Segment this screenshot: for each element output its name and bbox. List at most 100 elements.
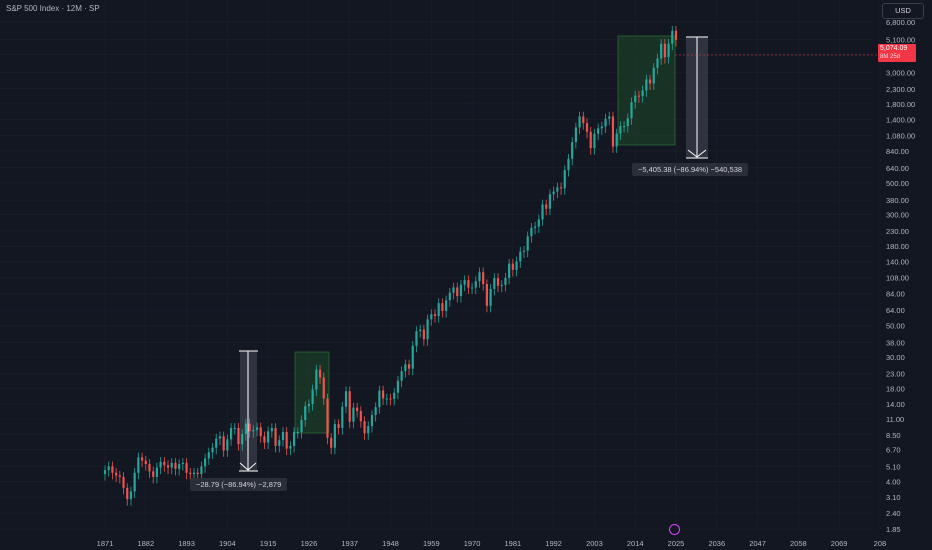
candle-body — [504, 277, 507, 285]
candle-body — [419, 329, 422, 332]
y-tick-label: 180.00 — [886, 242, 909, 251]
candle-body — [393, 392, 396, 399]
candle-body — [270, 427, 273, 432]
candle-body — [185, 462, 188, 473]
candle-body — [222, 436, 225, 451]
candle-body — [140, 457, 144, 461]
candle-body — [204, 458, 207, 467]
candle-body — [348, 391, 351, 422]
candle-body — [534, 226, 537, 228]
candle-body — [215, 438, 218, 448]
candle-body — [463, 280, 466, 285]
candle-body — [285, 431, 288, 449]
candle-body — [437, 303, 440, 317]
candle-body — [289, 445, 292, 449]
candle-body — [318, 369, 322, 378]
candle-body — [122, 476, 125, 488]
y-tick-label: 5.10 — [886, 462, 901, 471]
candle-body — [322, 377, 325, 399]
candle-body — [333, 424, 336, 448]
currency-button[interactable]: USD — [882, 3, 924, 19]
candle-body — [448, 292, 451, 301]
time-axis: 1871 1882 1893 1904 1915 1926 1937 1948 1959 1970… — [97, 539, 887, 548]
candle-body — [585, 123, 589, 132]
candle-body — [255, 427, 259, 430]
measure-label-left: −28.79 (−86.94%) −2,879 — [190, 478, 288, 491]
candle-body — [163, 461, 166, 466]
candle-body — [496, 278, 500, 286]
candle-body — [611, 116, 615, 147]
candle-body — [456, 287, 459, 297]
candle-body — [274, 427, 277, 446]
candle-body — [667, 43, 670, 58]
y-tick-label: 38.00 — [886, 338, 905, 347]
candle-body — [237, 427, 240, 445]
candle-body — [656, 58, 659, 68]
candle-body — [218, 436, 222, 439]
candle-body — [515, 261, 518, 270]
y-tick-label: 4.00 — [886, 477, 901, 486]
candle-body — [641, 90, 644, 97]
x-tick-label: 1871 — [97, 539, 114, 548]
candle-body — [267, 431, 270, 443]
candle-body — [229, 427, 233, 440]
candle-body — [341, 406, 344, 428]
x-tick-label: 2014 — [627, 539, 644, 548]
candle-body — [181, 462, 184, 464]
candle-body — [671, 30, 674, 44]
last-price-value: 5,074.09 — [880, 45, 908, 52]
y-tick-label: 3,000.00 — [886, 68, 915, 77]
candle-body — [300, 420, 303, 432]
candle-body — [630, 102, 633, 119]
candle-body — [226, 439, 229, 451]
candle-body — [337, 424, 340, 428]
candle-body — [344, 391, 348, 407]
candle-body — [304, 406, 307, 421]
chart-grid — [0, 0, 881, 530]
candle-body — [430, 314, 433, 320]
candle-body — [485, 284, 489, 306]
candle-body — [600, 126, 603, 129]
x-tick-label: 1937 — [341, 539, 358, 548]
candle-body — [170, 462, 173, 468]
y-tick-label: 11.00 — [886, 415, 904, 424]
candle-body — [103, 470, 107, 475]
y-tick-label: 18.00 — [886, 384, 905, 393]
y-tick-label: 50.00 — [886, 321, 905, 330]
measure-label-right: −5,405.38 (−86.94%) −540,538 — [632, 163, 749, 176]
candle-body — [608, 116, 611, 119]
candle-body — [663, 43, 666, 58]
candle-body — [200, 466, 203, 475]
y-tick-label: 1.85 — [886, 525, 901, 534]
candle-body — [411, 345, 414, 369]
candle-body — [574, 127, 577, 143]
candle-body — [445, 300, 448, 311]
candle-body — [252, 429, 255, 432]
candle-body — [400, 371, 403, 381]
candle-body — [522, 250, 526, 252]
candle-body — [352, 407, 355, 422]
y-tick-label: 840.00 — [886, 147, 909, 156]
y-tick-label: 6.70 — [886, 446, 901, 455]
candle-body — [648, 79, 652, 84]
tradingview-logo-icon[interactable] — [669, 524, 680, 535]
candle-body — [148, 463, 151, 472]
candle-body — [474, 281, 477, 288]
candle-body — [155, 467, 159, 477]
candle-body — [356, 407, 359, 411]
y-tick-label: 1,800.00 — [886, 100, 915, 109]
candle-body — [359, 410, 362, 422]
candle-body — [467, 280, 470, 288]
candle-body — [278, 440, 281, 446]
x-tick-label: 1981 — [505, 539, 522, 548]
candle-body — [374, 407, 377, 416]
y-tick-label: 300.00 — [886, 211, 909, 220]
candle-body — [326, 398, 329, 438]
candle-body — [441, 303, 444, 311]
candle-body — [211, 447, 214, 453]
candle-body — [111, 466, 114, 473]
candle-body — [307, 403, 311, 407]
y-tick-label: 64.00 — [886, 306, 905, 315]
candle-body — [196, 472, 199, 475]
